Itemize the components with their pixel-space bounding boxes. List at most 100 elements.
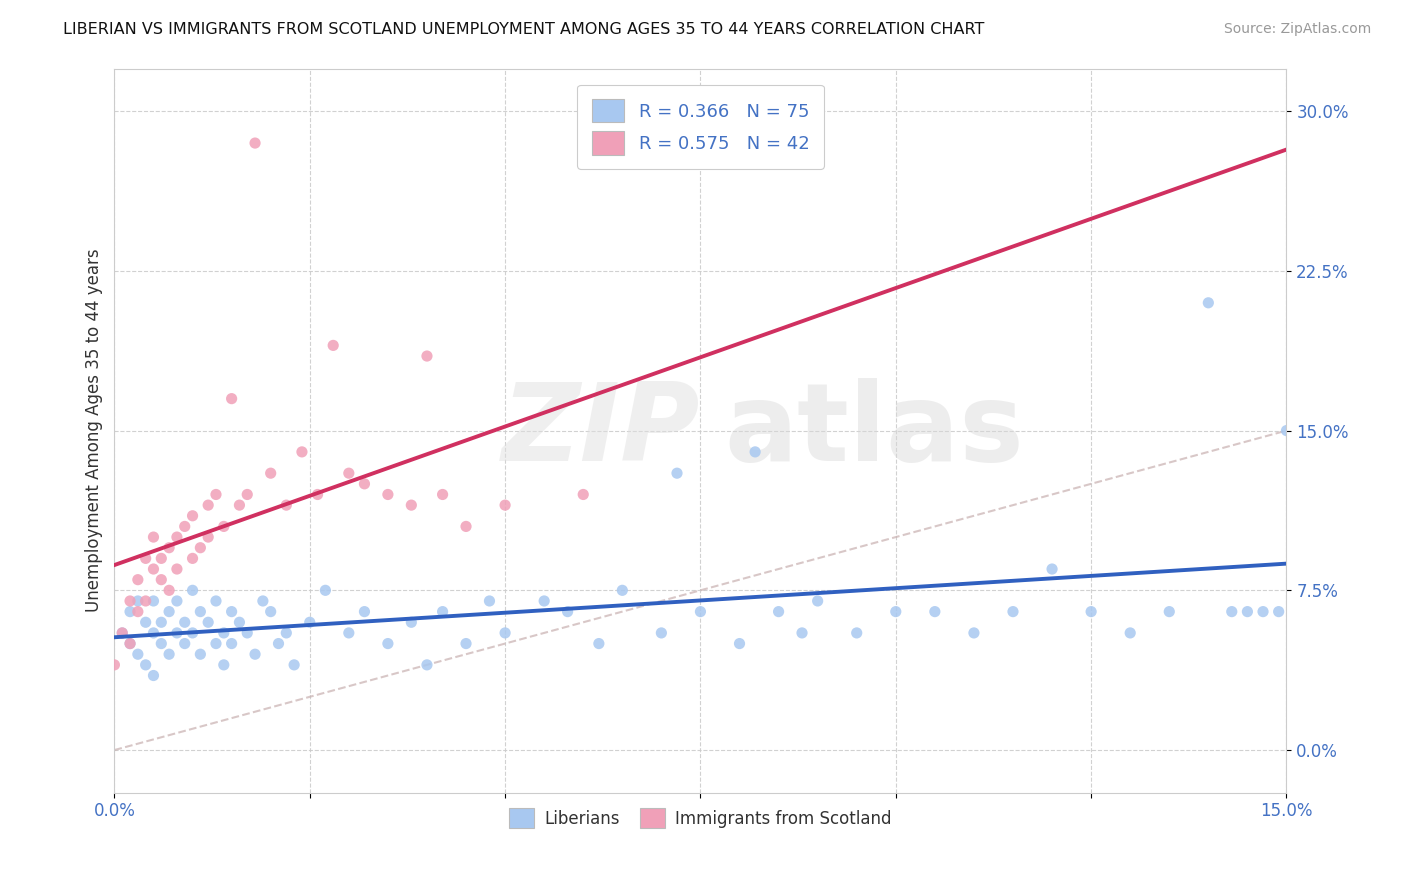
Point: [276, 626, 298, 640]
Point: [314, 583, 336, 598]
Point: [845, 626, 868, 640]
Point: [118, 636, 141, 650]
Point: [157, 541, 180, 555]
Point: [533, 594, 555, 608]
Point: [212, 519, 235, 533]
Point: [728, 636, 751, 650]
Point: [291, 445, 314, 459]
Point: [322, 338, 344, 352]
Point: [478, 594, 501, 608]
Point: [142, 626, 165, 640]
Point: [118, 636, 141, 650]
Point: [150, 636, 173, 650]
Point: [181, 551, 204, 566]
Point: [1040, 562, 1063, 576]
Point: [166, 562, 188, 576]
Point: [142, 562, 165, 576]
Point: [127, 647, 149, 661]
Point: [166, 594, 188, 608]
Point: [181, 583, 204, 598]
Point: [197, 530, 219, 544]
Point: [135, 551, 157, 566]
Point: [283, 657, 305, 672]
Point: [432, 605, 454, 619]
Point: [416, 657, 439, 672]
Point: [1275, 424, 1298, 438]
Point: [353, 605, 375, 619]
Text: LIBERIAN VS IMMIGRANTS FROM SCOTLAND UNEMPLOYMENT AMONG AGES 35 TO 44 YEARS CORR: LIBERIAN VS IMMIGRANTS FROM SCOTLAND UNE…: [63, 22, 984, 37]
Point: [689, 605, 711, 619]
Point: [221, 605, 243, 619]
Point: [353, 476, 375, 491]
Point: [1267, 605, 1289, 619]
Point: [181, 508, 204, 523]
Point: [150, 615, 173, 630]
Point: [454, 636, 477, 650]
Point: [118, 594, 141, 608]
Point: [1080, 605, 1102, 619]
Point: [190, 647, 212, 661]
Point: [790, 626, 813, 640]
Point: [963, 626, 986, 640]
Point: [1001, 605, 1024, 619]
Point: [157, 605, 180, 619]
Point: [612, 583, 634, 598]
Point: [142, 668, 165, 682]
Point: [884, 605, 907, 619]
Point: [557, 605, 579, 619]
Point: [267, 636, 290, 650]
Point: [243, 647, 266, 661]
Point: [236, 487, 259, 501]
Point: [173, 615, 195, 630]
Point: [1220, 605, 1243, 619]
Point: [494, 626, 516, 640]
Point: [221, 636, 243, 650]
Point: [1159, 605, 1181, 619]
Point: [197, 498, 219, 512]
Point: [744, 445, 766, 459]
Point: [135, 615, 157, 630]
Point: [650, 626, 672, 640]
Point: [243, 136, 266, 150]
Point: [588, 636, 610, 650]
Point: [572, 487, 595, 501]
Point: [298, 615, 321, 630]
Point: [150, 573, 173, 587]
Text: atlas: atlas: [724, 377, 1024, 483]
Point: [494, 498, 516, 512]
Point: [276, 498, 298, 512]
Point: [157, 583, 180, 598]
Point: [228, 615, 250, 630]
Point: [127, 573, 149, 587]
Point: [205, 594, 228, 608]
Point: [150, 551, 173, 566]
Point: [157, 647, 180, 661]
Point: [205, 636, 228, 650]
Point: [173, 519, 195, 533]
Point: [260, 466, 283, 480]
Point: [924, 605, 946, 619]
Point: [166, 626, 188, 640]
Point: [181, 626, 204, 640]
Point: [103, 657, 125, 672]
Point: [212, 626, 235, 640]
Point: [135, 657, 157, 672]
Point: [1251, 605, 1274, 619]
Point: [127, 594, 149, 608]
Point: [173, 636, 195, 650]
Point: [190, 541, 212, 555]
Point: [666, 466, 689, 480]
Point: [260, 605, 283, 619]
Point: [401, 615, 423, 630]
Point: [221, 392, 243, 406]
Text: ZIP: ZIP: [502, 377, 700, 483]
Point: [252, 594, 274, 608]
Point: [142, 594, 165, 608]
Point: [166, 530, 188, 544]
Point: [135, 594, 157, 608]
Point: [454, 519, 477, 533]
Point: [111, 626, 134, 640]
Point: [142, 530, 165, 544]
Point: [212, 657, 235, 672]
Point: [236, 626, 259, 640]
